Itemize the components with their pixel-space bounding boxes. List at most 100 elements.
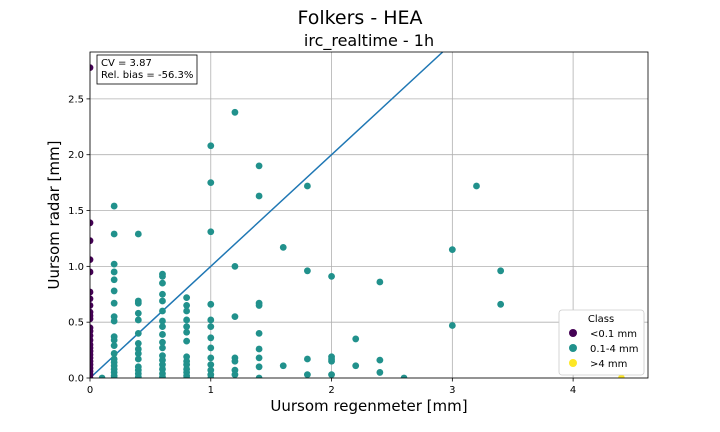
data-point-series-1 [159,317,166,325]
plot-area [90,52,625,378]
data-point-series-1 [255,374,263,378]
chart-suptitle: Folkers - HEA [297,7,422,29]
data-point-series-1 [376,369,384,376]
data-point-series-1 [159,344,166,352]
data-point-series-0 [90,237,94,245]
annotation-bias: Rel. bias = -56.3% [101,70,193,81]
data-point-series-1 [207,334,215,342]
data-point-series-1 [255,345,263,353]
y-tick-label: 0.5 [68,318,84,329]
y-tick-label: 0.0 [68,374,84,385]
data-point-series-1 [304,182,311,190]
data-point-series-1 [134,373,142,378]
annotation-box [96,54,198,85]
data-point-series-1 [207,323,215,331]
data-point-series-1 [231,371,239,378]
legend-marker-gt4 [569,359,577,367]
data-point-series-1 [255,192,263,200]
data-point-series-0 [90,268,94,276]
plot-frame [89,51,649,379]
data-point-series-1 [110,350,118,357]
data-point-series-1 [231,313,239,320]
x-tick-label: 1 [208,385,214,396]
data-point-series-1 [400,374,408,378]
data-point-series-1 [255,354,263,362]
legend-marker-0_1-4 [569,344,577,352]
data-point-series-1 [98,374,106,378]
data-point-series-1 [110,342,118,350]
data-point-series-1 [159,323,166,331]
data-point-series-1 [448,322,456,329]
y-tick-label: 2.5 [68,94,84,105]
one-to-one-line [90,52,444,378]
stats-annotation: CV = 3.87 Rel. bias = -56.3% [96,54,198,85]
data-point-series-1 [231,108,239,116]
data-point-series-1 [448,246,456,254]
data-point-series-1 [304,355,311,363]
data-point-series-1 [207,361,215,369]
data-point-series-0 [90,295,94,303]
legend-box [558,309,645,376]
data-point-series-1 [183,328,191,336]
data-point-series-1 [183,374,191,378]
data-point-series-1 [207,354,215,362]
data-point-series-1 [497,300,505,308]
data-point-series-1 [159,373,166,378]
data-point-series-1 [134,339,142,347]
data-points [90,64,625,378]
data-point-series-0 [90,64,94,72]
data-point-series-1 [159,290,166,298]
data-point-series-1 [207,228,215,236]
legend-label-0_1-4: 0.1-4 mm [590,344,639,355]
data-point-series-0 [90,315,94,323]
data-point-series-1 [110,287,118,295]
legend-title: Class [588,314,614,325]
data-point-series-1 [183,294,191,302]
data-point-series-1 [304,267,311,275]
data-point-series-1 [255,329,263,337]
data-point-series-1 [110,374,118,378]
data-point-series-1 [134,299,142,307]
data-point-series-1 [352,362,360,370]
data-point-series-1 [110,268,118,276]
x-tick-label: 0 [87,385,93,396]
data-point-series-1 [207,179,215,187]
data-point-series-1 [134,230,142,238]
data-point-series-1 [352,335,360,343]
legend-label-lt0_1: <0.1 mm [590,329,637,340]
data-point-series-1 [110,317,118,325]
data-point-series-1 [183,307,191,315]
data-point-series-1 [255,302,263,309]
data-point-series-0 [90,302,94,309]
data-point-series-1 [207,142,215,150]
data-point-series-1 [207,316,215,324]
axis-ticks: 0 1 2 3 4 0.0 0.5 1.0 1.5 2.0 2.5 [68,94,576,396]
y-axis-label: Uursom radar [mm] [45,141,63,290]
data-point-series-1 [376,278,384,286]
data-point-series-1 [110,230,118,238]
x-tick-label: 2 [328,385,334,396]
data-point-series-1 [159,307,166,315]
data-point-series-1 [304,371,311,378]
data-point-series-1 [328,273,335,280]
chart-title: irc_realtime - 1h [304,31,434,51]
data-point-series-1 [159,273,166,280]
data-point-series-1 [134,329,142,337]
data-point-series-1 [159,331,166,338]
data-point-series-2 [618,374,625,378]
data-point-series-1 [183,337,191,345]
data-point-series-1 [497,267,505,275]
data-point-series-1 [279,243,287,251]
legend: Class <0.1 mm 0.1-4 mm >4 mm [558,309,645,376]
legend-marker-lt0_1 [569,329,577,337]
data-point-series-1 [255,363,263,371]
data-point-series-1 [376,356,384,364]
data-point-series-1 [328,371,335,378]
data-point-series-1 [110,202,118,210]
x-tick-label: 4 [570,385,576,396]
data-point-series-1 [159,338,166,346]
data-point-series-0 [90,288,94,296]
x-axis-label: Uursom regenmeter [mm] [270,397,467,415]
y-tick-label: 2.0 [68,150,84,161]
